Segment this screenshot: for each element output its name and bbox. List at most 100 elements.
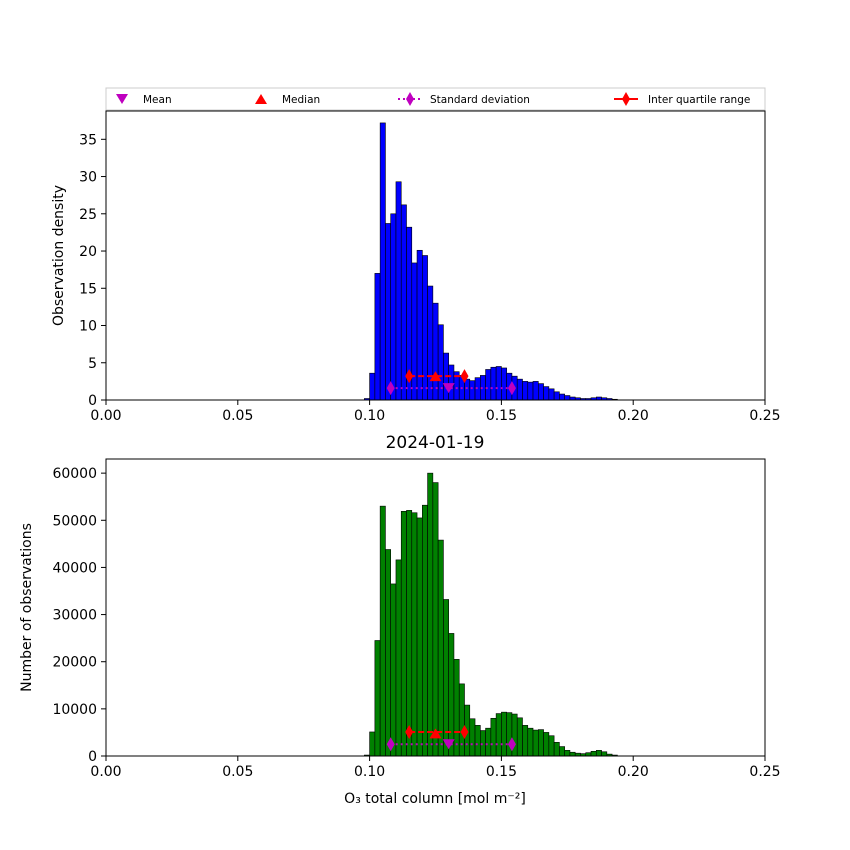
histogram-bar xyxy=(395,559,402,757)
histogram-bar xyxy=(516,717,523,757)
histogram-bar xyxy=(527,381,534,401)
y-tick-label: 10 xyxy=(79,319,97,335)
histogram-bar xyxy=(553,742,560,757)
histogram-bar xyxy=(453,659,460,757)
histogram-bar xyxy=(427,472,434,757)
legend-median-label: Median xyxy=(282,94,320,106)
histogram-bar xyxy=(374,640,381,757)
std-marker xyxy=(386,737,395,752)
x-axis-label: O₃ total column [mol m⁻²] xyxy=(344,791,526,807)
x-axis-ticks: 0.00 0.05 0.10 0.15 0.20 0.25 xyxy=(90,756,781,780)
iqr-marker xyxy=(460,369,469,384)
axes-frame xyxy=(105,110,766,401)
histogram-bar xyxy=(374,273,381,401)
histogram-bar xyxy=(411,512,418,757)
histogram-bar xyxy=(495,713,502,757)
legend-entry-std: Standard deviation xyxy=(398,92,530,106)
histogram-bar xyxy=(390,583,397,757)
count-histogram-plot: 0.00 0.05 0.10 0.15 0.20 0.25 0 10000 20000 30000… xyxy=(19,458,781,780)
std-marker xyxy=(507,381,516,396)
median-marker xyxy=(429,371,442,382)
histogram-bar xyxy=(485,369,492,401)
y-tick-label: 25 xyxy=(79,207,97,223)
legend-entry-median: Median xyxy=(255,94,320,106)
median-marker xyxy=(429,728,442,739)
y-axis-ticks: 0 5 10 15 20 25 30 35 xyxy=(79,132,106,409)
x-axis-ticks: 0.00 0.05 0.10 0.15 0.20 0.25 xyxy=(90,400,781,424)
iqr-marker xyxy=(405,369,414,384)
y-axis-ticks: 0 10000 20000 30000 40000 50000 60000 xyxy=(52,466,106,765)
iqr-marker xyxy=(460,724,469,739)
histogram-bar xyxy=(422,255,428,401)
histogram-bar xyxy=(601,751,608,757)
histogram-bar xyxy=(427,285,434,401)
legend-entry-iqr: Inter quartile range xyxy=(614,92,750,106)
histogram-bar xyxy=(538,729,544,757)
histogram-bar xyxy=(395,181,402,401)
histogram-bar xyxy=(411,262,418,401)
histogram-bar xyxy=(416,517,423,757)
histogram-bar xyxy=(379,122,386,401)
histogram-bar xyxy=(490,366,497,401)
y-tick-label: 0 xyxy=(88,393,97,409)
histogram-bar xyxy=(448,633,455,757)
histogram-bar xyxy=(569,751,576,757)
y-tick-label: 0 xyxy=(88,749,97,765)
x-tick-label: 0.05 xyxy=(222,764,253,780)
legend-std-label: Standard deviation xyxy=(430,94,530,106)
histogram-bar xyxy=(469,380,476,401)
histogram-bar xyxy=(564,750,571,757)
histogram-bar xyxy=(422,504,428,757)
x-tick-label: 0.25 xyxy=(749,764,780,780)
histogram-bar xyxy=(379,505,386,757)
histogram-bar xyxy=(390,213,397,401)
statistics-markers xyxy=(386,369,516,396)
y-tick-label: 10000 xyxy=(52,702,97,718)
histogram-bar xyxy=(416,249,423,401)
histogram-bar xyxy=(464,378,471,401)
std-marker xyxy=(507,737,516,752)
histogram-bar xyxy=(400,511,407,757)
histogram-bar xyxy=(590,750,597,757)
iqr-marker xyxy=(405,724,414,739)
histogram-bars xyxy=(364,122,618,401)
legend-mean-label: Mean xyxy=(143,94,172,106)
y-tick-label: 30000 xyxy=(52,608,97,624)
histogram-bar xyxy=(490,717,497,757)
histogram-bar xyxy=(400,204,407,401)
y-tick-label: 20 xyxy=(79,244,97,260)
y-tick-label: 30 xyxy=(79,170,97,186)
histogram-bar xyxy=(532,381,539,401)
y-axis-label: Observation density xyxy=(51,185,67,326)
x-tick-label: 0.00 xyxy=(90,764,121,780)
histogram-bar xyxy=(553,391,560,401)
x-tick-label: 0.20 xyxy=(618,408,649,424)
chart-title: 2024-01-19 xyxy=(386,433,485,453)
histogram-bar xyxy=(406,510,413,757)
histogram-bar xyxy=(548,735,555,757)
histogram-bar xyxy=(527,727,534,757)
histogram-bar xyxy=(369,372,376,401)
x-tick-label: 0.10 xyxy=(354,764,385,780)
y-tick-label: 20000 xyxy=(52,655,97,671)
x-tick-label: 0.25 xyxy=(749,408,780,424)
x-tick-label: 0.15 xyxy=(486,408,517,424)
y-tick-label: 60000 xyxy=(52,466,97,482)
x-tick-label: 0.10 xyxy=(354,408,385,424)
x-tick-label: 0.05 xyxy=(222,408,253,424)
legend-iqr-marker xyxy=(622,92,630,106)
std-marker xyxy=(386,381,395,396)
y-axis-label: Number of observations xyxy=(19,523,35,692)
legend-std-marker xyxy=(406,92,414,106)
x-tick-label: 0.20 xyxy=(618,764,649,780)
histogram-bar xyxy=(516,378,523,401)
histogram-bars xyxy=(364,472,618,757)
histogram-bar xyxy=(495,366,502,401)
legend-iqr-label: Inter quartile range xyxy=(648,94,750,106)
legend-entry-mean: Mean xyxy=(116,94,172,106)
histogram-bar xyxy=(522,381,529,401)
axes-frame xyxy=(105,458,766,757)
density-histogram-plot: 0.00 0.05 0.10 0.15 0.20 0.25 0 5 10 15 20 25 30 35 Ob… xyxy=(51,110,781,424)
statistics-markers xyxy=(386,724,516,752)
